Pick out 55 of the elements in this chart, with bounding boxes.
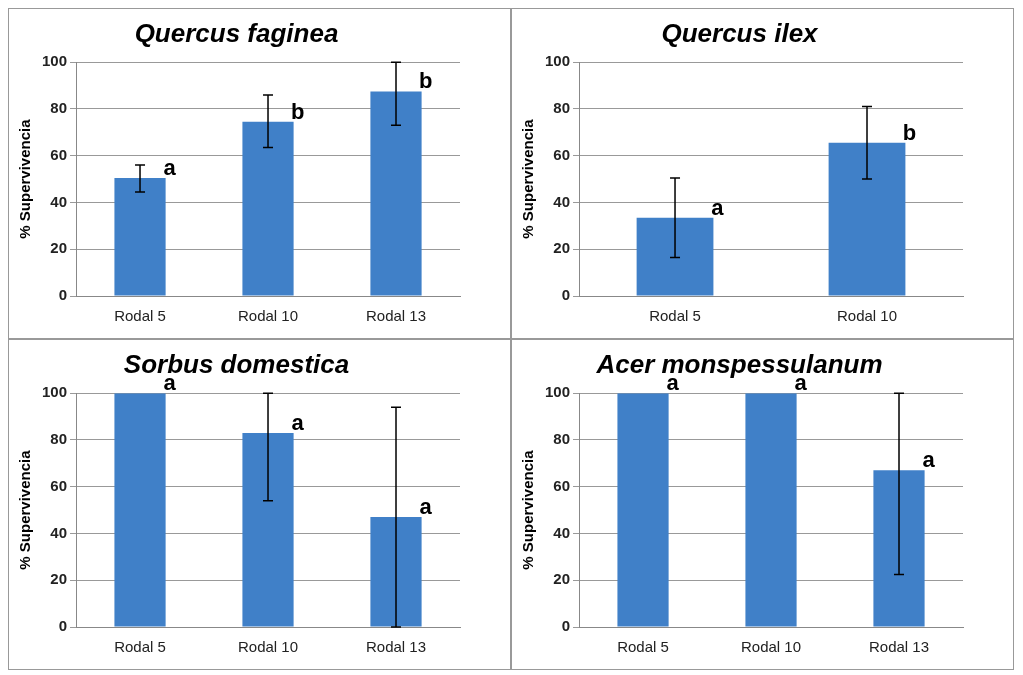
y-axis-title: % Supervivencia [519, 118, 537, 239]
y-tick-label: 100 [42, 52, 68, 70]
y-tick-label: 40 [553, 192, 571, 210]
annotation: a [922, 447, 936, 473]
bar [370, 91, 422, 296]
x-tick-label: Rodal 10 [237, 638, 299, 656]
x-tick-label: Rodal 5 [114, 307, 166, 325]
y-tick-label: 0 [561, 286, 571, 304]
x-tick-label: Rodal 10 [740, 638, 802, 656]
bar [242, 121, 294, 296]
y-tick-label: 60 [553, 145, 571, 163]
y-tick-label: 40 [553, 523, 571, 541]
y-tick-label: 60 [50, 476, 68, 494]
x-tick-label: Rodal 5 [114, 638, 166, 656]
x-tick-label: Rodal 13 [365, 307, 427, 325]
y-tick-label: 0 [58, 617, 68, 635]
x-tick-label: Rodal 5 [617, 638, 669, 656]
bar [114, 393, 166, 627]
annotation: a [163, 154, 177, 180]
y-tick-label: 100 [545, 52, 571, 70]
y-tick-label: 40 [50, 523, 68, 541]
y-tick-label: 0 [58, 286, 68, 304]
y-axis-title: % Supervivencia [16, 449, 34, 570]
x-tick-label: Rodal 13 [868, 638, 930, 656]
chart-title: Quercus ilex [661, 17, 820, 48]
annotation: b [290, 98, 305, 124]
bar [370, 517, 422, 627]
y-tick-label: 40 [50, 192, 68, 210]
y-tick-label: 20 [50, 570, 68, 588]
y-tick-label: 0 [561, 617, 571, 635]
chart-title: Quercus faginea [134, 17, 339, 48]
x-tick-label: Rodal 13 [365, 638, 427, 656]
y-tick-label: 20 [553, 239, 571, 257]
bar [114, 177, 166, 296]
y-tick-label: 20 [50, 239, 68, 257]
y-tick-label: 60 [553, 476, 571, 494]
x-tick-label: Rodal 10 [836, 307, 898, 325]
x-tick-label: Rodal 10 [237, 307, 299, 325]
y-axis-title: % Supervivencia [16, 118, 34, 239]
y-tick-label: 100 [42, 383, 68, 401]
y-tick-label: 80 [50, 99, 68, 117]
y-tick-label: 80 [553, 99, 571, 117]
annotation: b [418, 68, 433, 94]
y-tick-label: 60 [50, 145, 68, 163]
y-tick-label: 100 [545, 383, 571, 401]
annotation: a [291, 410, 305, 436]
y-tick-label: 80 [553, 430, 571, 448]
x-tick-label: Rodal 5 [649, 307, 701, 325]
annotation: b [902, 119, 917, 145]
y-axis-title: % Supervivencia [519, 449, 537, 570]
y-tick-label: 80 [50, 430, 68, 448]
annotation: a [711, 194, 725, 220]
bar [242, 432, 294, 627]
y-tick-label: 20 [553, 570, 571, 588]
annotation: a [419, 494, 433, 520]
